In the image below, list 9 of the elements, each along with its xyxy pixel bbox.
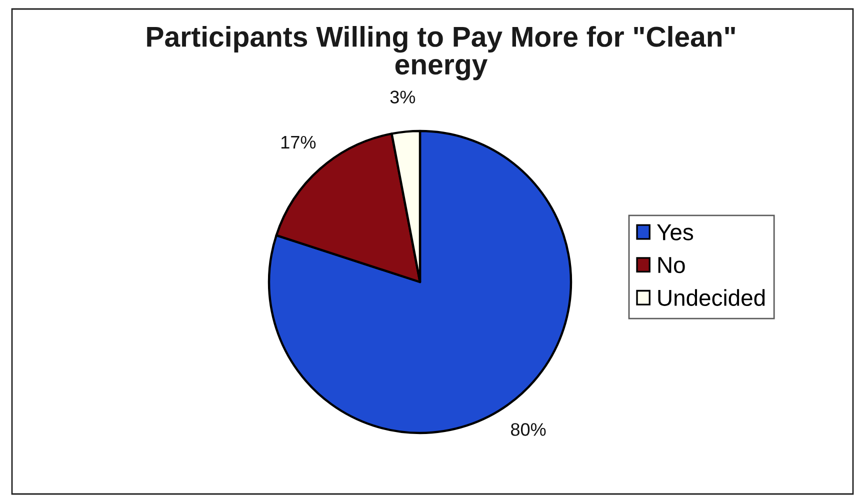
legend-label: Undecided <box>658 289 765 306</box>
data-label: 3% <box>390 90 416 104</box>
pie-slice <box>268 130 572 434</box>
legend-label: No <box>658 257 685 274</box>
legend-label: Yes <box>657 224 694 240</box>
pie-slice <box>275 132 422 284</box>
chart-title: Participants Willing to Pay More for "Clean" energy <box>147 26 735 80</box>
data-label: 80% <box>511 423 546 436</box>
data-label: 17% <box>281 136 316 149</box>
